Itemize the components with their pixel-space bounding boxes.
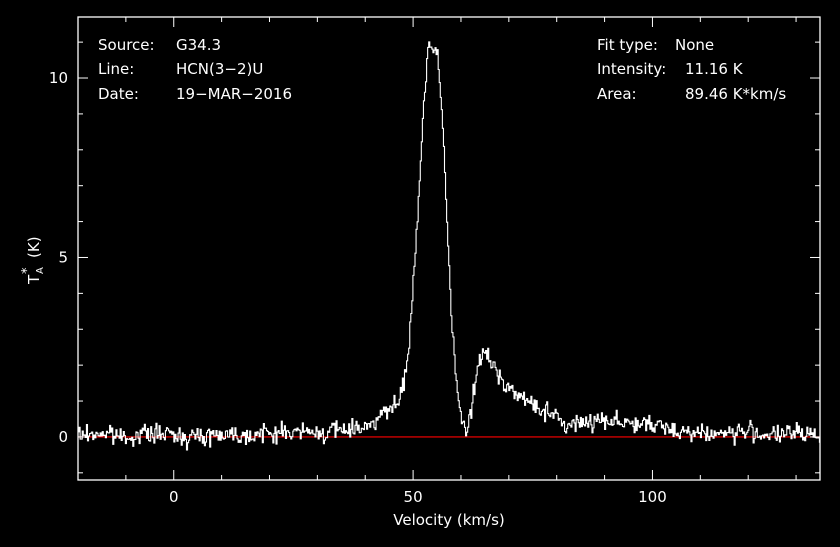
y-axis-label: T A * (K) bbox=[20, 236, 46, 285]
axis-ticks: 0 50 100 0 5 10 bbox=[49, 17, 820, 506]
y-axis-label-unit: (K) bbox=[25, 236, 43, 258]
y-tick-label: 5 bbox=[58, 248, 68, 266]
y-axis-label-main: T bbox=[25, 274, 43, 285]
x-axis-label: Velocity (km/s) bbox=[393, 511, 504, 529]
info-line-value: HCN(3−2)U bbox=[176, 60, 263, 78]
x-tick-label: 50 bbox=[404, 488, 423, 506]
info-source-value: G34.3 bbox=[176, 36, 221, 54]
info-area-value: 89.46 K*km/s bbox=[685, 85, 786, 103]
info-intensity-value: 11.16 K bbox=[685, 60, 744, 78]
info-line-label: Line: bbox=[98, 60, 134, 78]
y-axis-label-superscript: * bbox=[20, 267, 35, 274]
x-tick-label: 100 bbox=[638, 488, 667, 506]
spectrum-line bbox=[78, 41, 820, 451]
info-source-label: Source: bbox=[98, 36, 155, 54]
plot-area bbox=[78, 41, 820, 451]
info-area-label: Area: bbox=[597, 85, 637, 103]
info-intensity-label: Intensity: bbox=[597, 60, 666, 78]
y-axis-label-subscript: A bbox=[35, 267, 46, 274]
info-fit-type-value: None bbox=[675, 36, 714, 54]
y-tick-label: 10 bbox=[49, 69, 68, 87]
plot-frame bbox=[77, 16, 821, 481]
x-tick-label: 0 bbox=[169, 488, 179, 506]
info-date-label: Date: bbox=[98, 85, 139, 103]
info-date-value: 19−MAR−2016 bbox=[176, 85, 292, 103]
y-tick-label: 0 bbox=[58, 428, 68, 446]
info-fit-type-label: Fit type: bbox=[597, 36, 658, 54]
